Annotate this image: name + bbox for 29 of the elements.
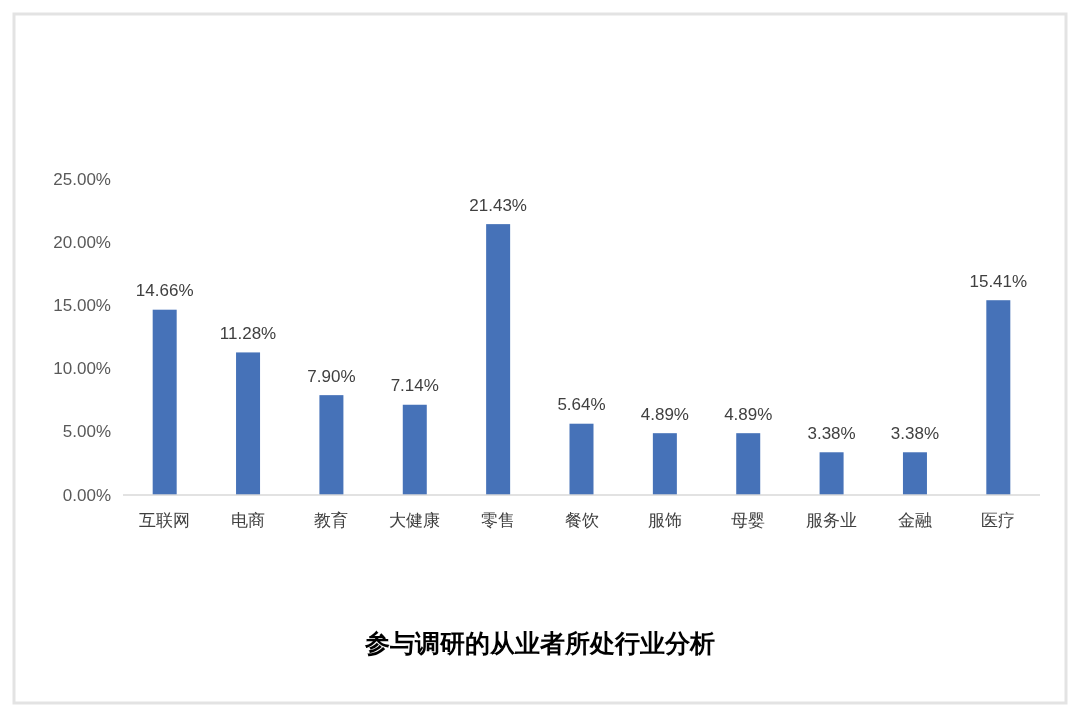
data-label: 3.38% <box>890 423 940 443</box>
y-tick-label: 15.00% <box>53 295 111 315</box>
data-label: 14.66% <box>135 281 194 301</box>
x-tick-label: 金融 <box>897 510 932 530</box>
data-label: 15.41% <box>969 271 1028 291</box>
data-label: 11.28% <box>219 323 277 343</box>
data-label: 21.43% <box>469 195 527 215</box>
x-tick-label: 母婴 <box>731 510 766 530</box>
x-tick-label: 服务业 <box>806 510 858 530</box>
data-label: 4.89% <box>640 404 689 424</box>
title: 参与调研的从业者所处行业分析 <box>365 629 715 657</box>
x-tick-label: 大健康 <box>389 510 441 530</box>
data-label: 7.14% <box>390 376 439 396</box>
y-tick-label: 10.00% <box>53 359 111 379</box>
y-tick-label: 0.00% <box>62 485 111 505</box>
x-tick-label: 教育 <box>314 510 349 530</box>
x-tick-label: 零售 <box>481 510 516 530</box>
x-tick-label: 电商 <box>231 510 266 530</box>
data-label: 3.38% <box>807 423 856 443</box>
data-label: 5.64% <box>557 395 606 415</box>
data-label: 4.89% <box>724 404 773 424</box>
data-label: 7.90% <box>307 366 356 386</box>
y-tick-label: 20.00% <box>53 232 111 252</box>
y-tick-label: 5.00% <box>62 422 111 442</box>
x-tick-label: 医疗 <box>981 510 1016 530</box>
x-tick-label: 互联网 <box>139 510 191 530</box>
x-tick-label: 餐饮 <box>564 510 599 530</box>
y-tick-label: 25.00% <box>53 169 111 189</box>
x-tick-label: 服饰 <box>647 510 682 530</box>
